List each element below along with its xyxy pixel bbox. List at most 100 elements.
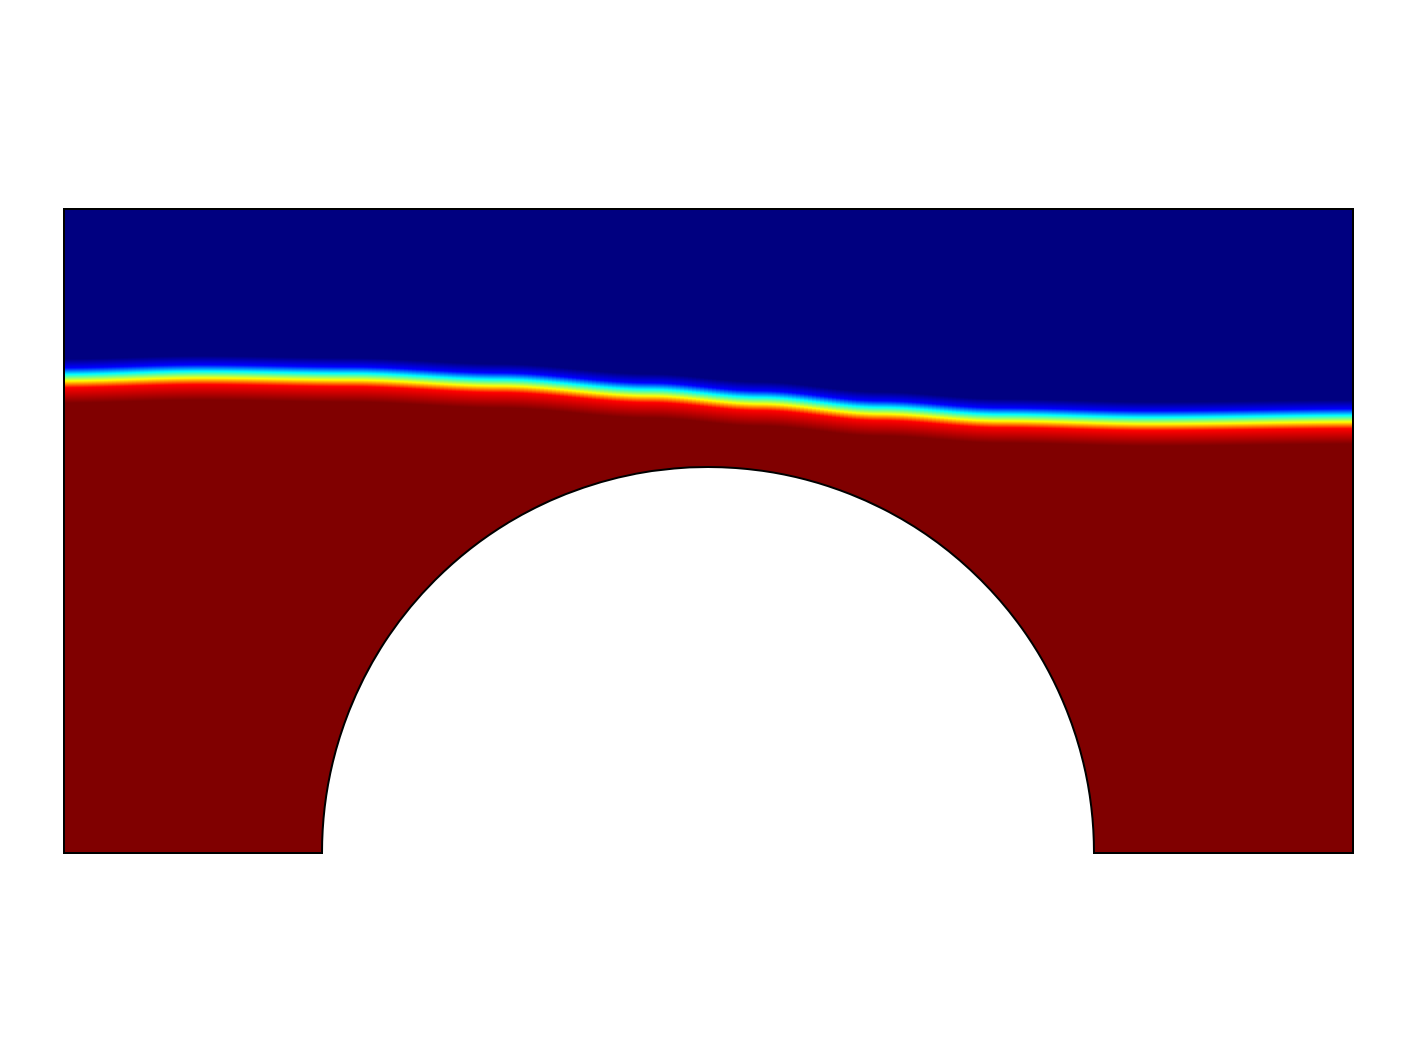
interface-strip: [884, 392, 889, 437]
interface-strip: [524, 364, 529, 409]
interface-strip: [156, 356, 161, 401]
interface-strip: [1244, 401, 1249, 446]
interface-strip: [900, 392, 905, 437]
interface-strip: [328, 357, 333, 402]
interface-strip: [572, 368, 577, 413]
interface-strip: [252, 356, 257, 401]
interface-strip: [856, 391, 861, 436]
interface-strip: [864, 391, 869, 436]
interface-strip: [188, 356, 193, 401]
interface-strip: [1092, 401, 1097, 446]
interface-strip: [800, 384, 805, 429]
interface-strip: [1276, 400, 1281, 445]
interface-strip: [176, 356, 181, 401]
interface-strip: [1000, 399, 1005, 444]
interface-strip: [344, 357, 349, 402]
interface-strip: [88, 358, 93, 403]
interface-strip: [728, 380, 733, 425]
interface-strip: [516, 364, 521, 409]
interface-strip: [1268, 400, 1273, 445]
interface-strip: [116, 357, 121, 402]
interface-strip: [220, 356, 225, 401]
interface-strip: [1104, 401, 1109, 446]
interface-strip: [1340, 400, 1345, 445]
interface-strip: [568, 368, 573, 413]
interface-strip: [204, 356, 209, 401]
interface-strip: [820, 387, 825, 432]
interface-strip: [1012, 399, 1017, 444]
interface-strip: [324, 357, 329, 402]
interface-strip: [172, 356, 177, 401]
interface-strip: [604, 371, 609, 416]
interface-strip: [1208, 401, 1213, 446]
interface-strip: [576, 369, 581, 414]
interface-strip: [740, 381, 745, 426]
interface-strip: [136, 357, 141, 402]
interface-strip: [752, 381, 757, 426]
interface-strip: [140, 357, 145, 402]
interface-strip: [688, 376, 693, 421]
interface-strip: [508, 364, 513, 409]
interface-strip: [1248, 401, 1253, 446]
interface-strip: [1100, 401, 1105, 446]
interface-strip: [1096, 401, 1101, 446]
interface-strip: [1024, 399, 1029, 444]
interface-strip: [396, 359, 401, 404]
interface-strip: [1116, 401, 1121, 446]
interface-strip: [948, 396, 953, 441]
interface-strip: [776, 382, 781, 427]
interface-strip: [1176, 401, 1181, 446]
interface-strip: [460, 363, 465, 408]
interface-strip: [788, 383, 793, 428]
interface-strip: [376, 358, 381, 403]
interface-strip: [1168, 401, 1173, 446]
interface-strip: [672, 374, 677, 419]
interface-strip: [388, 359, 393, 404]
interface-strip: [532, 365, 537, 410]
interface-strip: [1284, 400, 1289, 445]
interface-strip: [1180, 401, 1185, 446]
interface-strip: [616, 372, 621, 417]
interface-strip: [512, 364, 517, 409]
interface-strip: [120, 357, 125, 402]
interface-strip: [352, 358, 357, 403]
interface-strip: [580, 369, 585, 414]
interface-strip: [1148, 402, 1153, 446]
interface-strip: [444, 362, 449, 407]
interface-strip: [244, 356, 249, 401]
interface-strip: [416, 360, 421, 405]
interface-strip: [660, 374, 665, 419]
interface-strip: [1112, 401, 1117, 446]
interface-strip: [1020, 399, 1025, 444]
interface-strip: [308, 357, 313, 402]
interface-strip: [940, 395, 945, 440]
interface-strip: [312, 357, 317, 402]
interface-strip: [232, 356, 237, 401]
interface-strip: [216, 356, 221, 401]
interface-strip: [692, 376, 697, 421]
interface-strip: [1288, 400, 1293, 445]
interface-strip: [392, 359, 397, 404]
interface-strip: [104, 358, 109, 403]
interface-strip: [356, 358, 361, 403]
interface-strip: [960, 397, 965, 442]
interface-strip: [260, 356, 265, 401]
interface-strip: [1172, 401, 1177, 446]
interface-strip: [64, 358, 69, 403]
interface-strip: [360, 358, 365, 403]
interface-strip: [428, 361, 433, 406]
interface-strip: [1264, 400, 1269, 445]
interface-strip: [1124, 401, 1129, 446]
interface-strip: [1068, 400, 1073, 445]
interface-strip: [836, 389, 841, 434]
interface-strip: [552, 366, 557, 411]
interface-strip: [1040, 399, 1045, 444]
interface-strip: [952, 396, 957, 441]
interface-strip: [132, 357, 137, 402]
interface-strip: [340, 357, 345, 402]
interface-strip: [868, 391, 873, 436]
interface-strip: [584, 370, 589, 415]
interface-strip: [1300, 400, 1305, 445]
interface-strip: [1060, 400, 1065, 445]
